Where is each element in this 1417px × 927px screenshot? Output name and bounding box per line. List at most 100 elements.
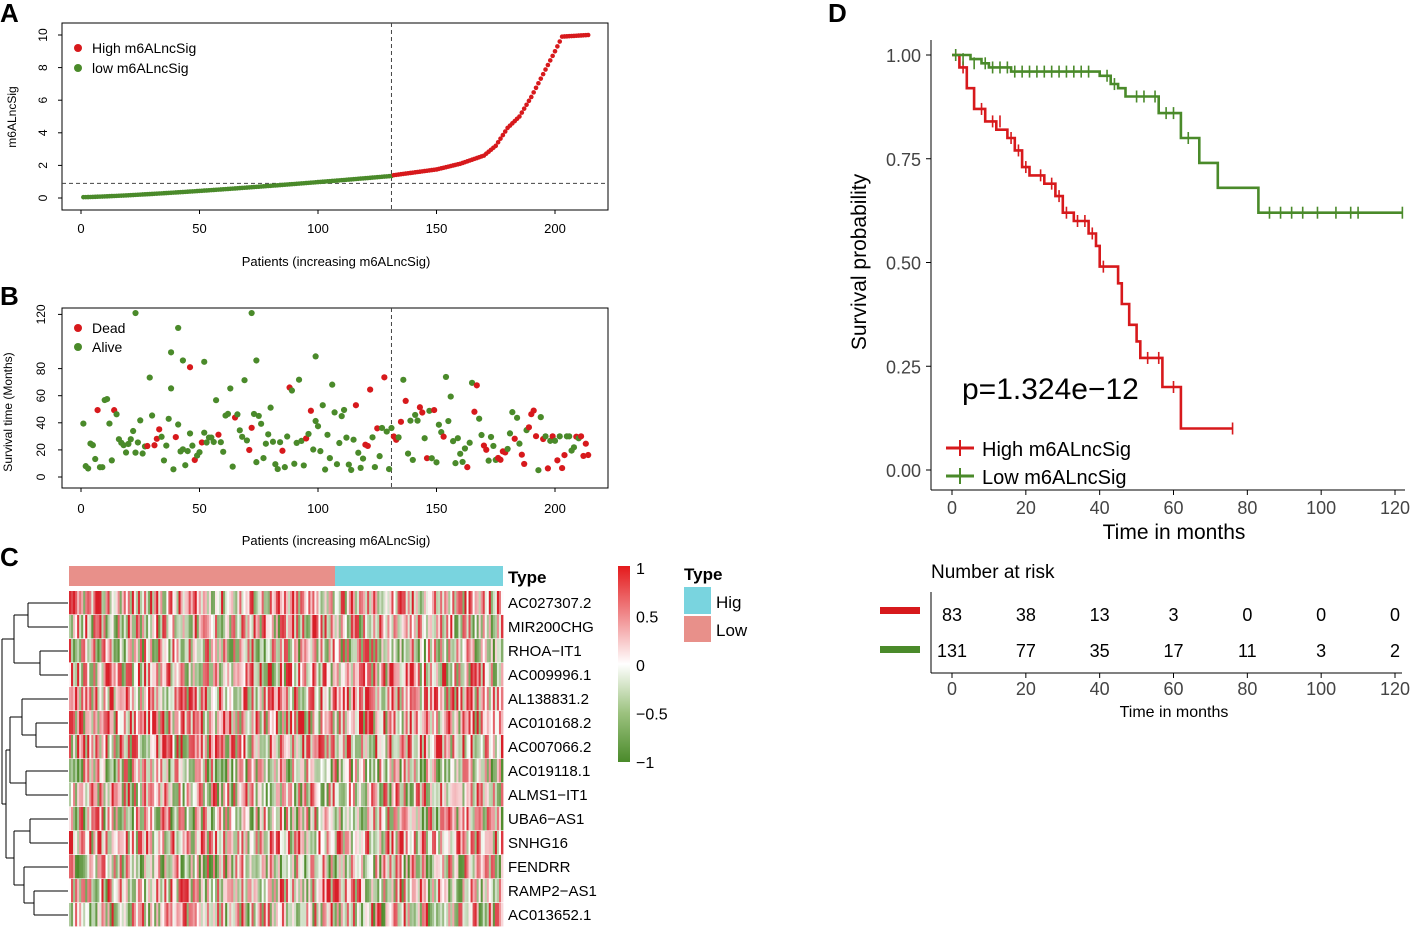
- heatmap-cell: [436, 903, 439, 927]
- heatmap-cell: [350, 783, 354, 807]
- panel-b-point: [175, 324, 182, 332]
- heatmap-cell: [178, 759, 181, 783]
- heatmap-cell: [137, 903, 141, 927]
- heatmap-cell: [198, 615, 202, 639]
- heatmap-cell: [316, 639, 319, 663]
- heatmap-cell: [403, 711, 407, 735]
- risk-table-xtick-label: 60: [1163, 679, 1183, 699]
- heatmap-cell: [292, 783, 295, 807]
- heatmap-cell: [448, 687, 451, 711]
- heatmap-cell: [324, 591, 327, 615]
- heatmap-cell: [200, 831, 204, 855]
- heatmap-cell: [111, 903, 115, 927]
- heatmap-cell: [269, 591, 273, 615]
- heatmap-cell: [292, 615, 295, 639]
- heatmap-cell: [361, 687, 364, 711]
- heatmap-cell: [354, 615, 358, 639]
- heatmap-cell: [119, 711, 123, 735]
- panel-b-point-alive: [388, 424, 395, 432]
- heatmap-cell: [139, 807, 143, 831]
- heatmap-cell: [180, 687, 183, 711]
- heatmap-cell: [73, 903, 76, 927]
- heatmap-cell: [484, 687, 488, 711]
- heatmap-cell: [255, 735, 259, 759]
- heatmap-cell: [500, 735, 504, 759]
- heatmap-cell: [391, 735, 394, 759]
- heatmap-cell: [172, 807, 175, 831]
- heatmap-cell: [500, 903, 504, 927]
- heatmap-cell: [438, 615, 441, 639]
- heatmap-cell: [273, 639, 277, 663]
- heatmap-cell: [332, 783, 336, 807]
- heatmap-cell: [215, 591, 218, 615]
- heatmap-cell: [427, 711, 431, 735]
- heatmap-cell: [156, 711, 159, 735]
- heatmap-cell: [172, 759, 175, 783]
- heatmap-cell: [154, 879, 157, 903]
- heatmap-cell: [127, 639, 131, 663]
- heatmap-cell: [253, 663, 256, 687]
- heatmap-cell: [434, 759, 437, 783]
- heatmap-cell: [427, 615, 431, 639]
- heatmap-cell: [139, 735, 143, 759]
- heatmap-cell: [486, 687, 490, 711]
- heatmap-cell: [71, 831, 74, 855]
- heatmap-cell: [387, 663, 390, 687]
- heatmap-cell: [460, 663, 463, 687]
- heatmap-cell: [306, 735, 309, 759]
- heatmap-cell: [150, 735, 153, 759]
- heatmap-cell: [322, 783, 325, 807]
- heatmap-cell: [288, 807, 291, 831]
- heatmap-cell: [470, 711, 473, 735]
- heatmap-cell: [210, 855, 214, 879]
- heatmap-cell: [409, 759, 413, 783]
- heatmap-cell: [273, 879, 277, 903]
- heatmap-cell: [267, 855, 271, 879]
- heatmap-cell: [460, 735, 463, 759]
- heatmap-cell: [490, 591, 494, 615]
- heatmap-cell: [421, 807, 425, 831]
- heatmap-cell: [279, 903, 283, 927]
- heatmap-cell: [452, 711, 455, 735]
- heatmap-cell: [196, 807, 200, 831]
- heatmap-cell: [361, 831, 364, 855]
- heatmap-cell: [338, 591, 342, 615]
- panel-b-point-alive: [125, 440, 132, 448]
- heatmap-cell: [373, 687, 376, 711]
- heatmap-cell: [294, 687, 297, 711]
- heatmap-cell: [144, 831, 147, 855]
- heatmap-cell: [123, 759, 127, 783]
- heatmap-cell: [438, 591, 441, 615]
- panel-b-point-dead: [440, 433, 447, 440]
- panel-b-point-alive: [414, 417, 421, 424]
- heatmap-cell: [342, 855, 346, 879]
- panel-a-point-high: [500, 132, 506, 138]
- heatmap-cell: [69, 591, 72, 615]
- heatmap-cell: [231, 903, 234, 927]
- heatmap-cell: [375, 855, 378, 879]
- heatmap-cell: [107, 807, 110, 831]
- heatmap-cell: [115, 711, 119, 735]
- heatmap-cell: [369, 903, 372, 927]
- heatmap-cell: [472, 591, 476, 615]
- heatmap-cell: [93, 807, 96, 831]
- heatmap-cell: [198, 903, 202, 927]
- heatmap-cell: [464, 711, 467, 735]
- heatmap-cell: [352, 807, 356, 831]
- panel-b-point-alive: [400, 376, 407, 383]
- heatmap-cell: [324, 639, 327, 663]
- heatmap-cell: [429, 831, 433, 855]
- heatmap-cell: [322, 831, 325, 855]
- heatmap-cell: [190, 711, 194, 735]
- heatmap-cell: [210, 615, 214, 639]
- heatmap-cell: [332, 807, 336, 831]
- heatmap-cell: [318, 759, 321, 783]
- heatmap-cell: [152, 783, 155, 807]
- heatmap-cell: [111, 615, 115, 639]
- heatmap-cell: [350, 591, 354, 615]
- heatmap-cell: [275, 759, 279, 783]
- heatmap-cell: [281, 783, 285, 807]
- heatmap-cell: [135, 615, 139, 639]
- heatmap-cell: [73, 855, 76, 879]
- heatmap-cell: [328, 759, 332, 783]
